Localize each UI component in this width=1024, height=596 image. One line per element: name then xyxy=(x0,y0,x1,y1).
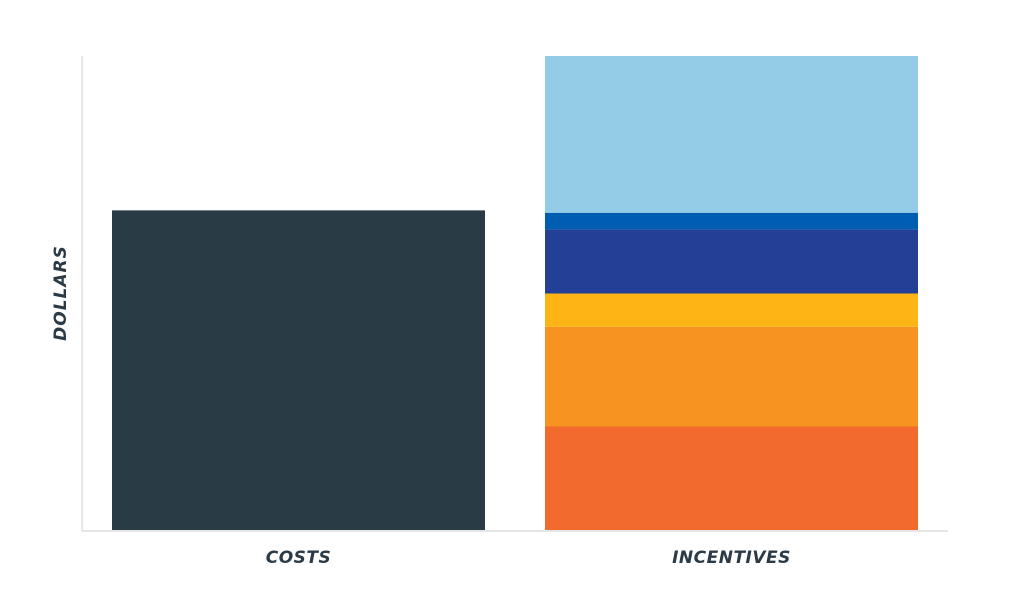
bar-segment-incentives-4 xyxy=(545,229,918,294)
bars-group xyxy=(112,56,918,531)
bar-segment-incentives-2 xyxy=(545,326,918,427)
bar-segment-incentives-5 xyxy=(545,212,918,230)
y-axis-label: DOLLARS xyxy=(51,245,71,341)
x-tick-labels: COSTS INCENTIVES xyxy=(266,548,791,568)
x-tick-label-costs: COSTS xyxy=(266,548,332,568)
bar-segment-incentives-3 xyxy=(545,293,918,327)
x-tick-label-incentives: INCENTIVES xyxy=(672,548,791,568)
bar-segment-incentives-6 xyxy=(545,56,918,213)
bar-segment-costs-0 xyxy=(112,210,485,531)
bar-segment-incentives-1 xyxy=(545,426,918,531)
